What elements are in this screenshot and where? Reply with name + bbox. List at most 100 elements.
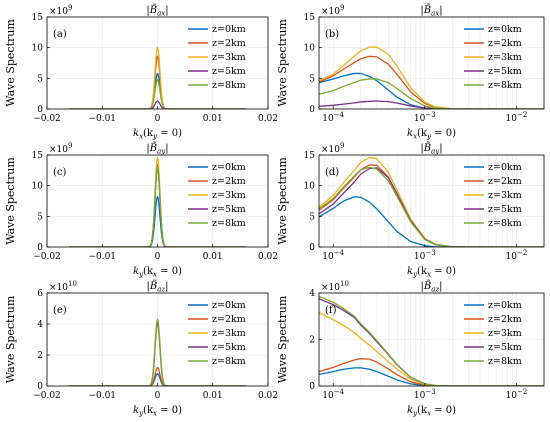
- legend-entry: z=0km: [212, 162, 246, 173]
- y-multiplier: ×109: [49, 4, 72, 17]
- x-axis-label-part: y: [138, 271, 144, 279]
- legend: z=0km z=2km z=3km z=5km z=8km: [464, 300, 522, 367]
- x-tick-base: 10: [506, 114, 518, 124]
- x-tick-label: −0.02: [33, 252, 61, 262]
- legend-entry: z=3km: [212, 328, 246, 339]
- y-multiplier: ×109: [321, 4, 344, 17]
- x-tick-label: 10−2: [506, 388, 528, 401]
- x-axis-label-part: = 0): [431, 405, 456, 416]
- x-tick-base: 10: [414, 391, 426, 401]
- x-axis-label: ky(kx = 0): [407, 266, 456, 279]
- legend-entry: z=8km: [488, 80, 522, 91]
- x-axis-label: ky(kx = 0): [133, 266, 182, 279]
- x-tick-label: 10−2: [506, 249, 528, 262]
- x-tick-base: 10: [414, 252, 426, 262]
- panel-label: (d): [325, 167, 339, 178]
- x-tick-label: 10−4: [322, 249, 344, 262]
- legend-entry: z=3km: [212, 52, 246, 63]
- legend-entry: z=5km: [212, 204, 246, 215]
- series-group: [319, 295, 544, 386]
- y-multiplier-exponent: 9: [340, 142, 344, 150]
- legend-entry: z=0km: [212, 24, 246, 35]
- panel-title-close: |: [439, 281, 442, 292]
- x-axis-label-part: (k: [417, 266, 428, 277]
- x-tick-label: 10−4: [322, 388, 344, 401]
- x-tick-label: 10−3: [414, 111, 436, 124]
- legend: z=0km z=2km z=3km z=5km z=8km: [188, 24, 246, 91]
- y-tick-label: 5: [37, 212, 43, 222]
- x-tick-label: −0.02: [33, 391, 61, 401]
- series-line-z=2km: [319, 55, 544, 109]
- y-tick-label: 2: [37, 351, 43, 361]
- panel-title: |B̃ay|: [146, 142, 168, 155]
- y-multiplier-exponent: 10: [68, 280, 77, 288]
- axes-box: [318, 154, 545, 248]
- panel-title-main: |B̃: [147, 280, 158, 292]
- x-tick-label: 0.02: [258, 252, 278, 262]
- legend-entry: z=5km: [488, 66, 522, 77]
- x-axis-label-part: y: [412, 271, 418, 279]
- legend-entry: z=2km: [212, 176, 246, 187]
- x-axis-label: kx(ky = 0): [133, 128, 182, 141]
- y-multiplier-base: ×10: [321, 145, 340, 155]
- x-tick-label: −0.01: [88, 252, 116, 262]
- panel-title-subscript: az: [157, 286, 165, 294]
- panel-title-main: |B̃: [420, 142, 431, 154]
- x-tick-label: 0.01: [203, 252, 223, 262]
- y-multiplier-exponent: 10: [340, 280, 349, 288]
- legend-entry: z=5km: [488, 342, 522, 353]
- y-tick-label: 4: [37, 320, 43, 330]
- panel-title-main: |B̃: [146, 142, 157, 154]
- x-axis-label-part: x: [153, 271, 157, 279]
- y-tick-label: 5: [309, 212, 315, 222]
- x-tick-exponent: −3: [425, 388, 435, 396]
- plot-area: [319, 17, 544, 109]
- x-axis-label-part: (k: [417, 405, 428, 416]
- y-tick-label: 15: [304, 13, 316, 23]
- panel-title-close: |: [165, 143, 168, 154]
- x-tick-exponent: −3: [425, 111, 435, 119]
- legend: z=0km z=2km z=3km z=5km z=8km: [464, 162, 522, 229]
- x-tick-label: 10−3: [414, 388, 436, 401]
- series-line-z=0km: [319, 72, 544, 109]
- panel-title-main: |B̃: [420, 4, 431, 16]
- x-tick-base: 10: [506, 252, 518, 262]
- y-axis-label: Wave Spectrum: [4, 295, 17, 383]
- x-axis-label-part: x: [153, 410, 157, 418]
- series-line-z=0km: [319, 196, 544, 247]
- series-line-z=3km: [319, 46, 544, 109]
- x-tick-exponent: −4: [334, 249, 345, 257]
- panel-label: (a): [53, 29, 67, 40]
- series-line-z=3km: [319, 156, 544, 247]
- y-multiplier-base: ×10: [49, 7, 68, 17]
- panel-title-subscript: az: [431, 286, 439, 294]
- x-axis-label-part: = 0): [157, 266, 182, 277]
- panel-title: |B̃az|: [421, 280, 443, 293]
- x-axis-label-part: (k: [143, 128, 154, 139]
- x-tick-label: 0: [155, 252, 161, 262]
- legend: z=0km z=2km z=3km z=5km z=8km: [464, 24, 522, 91]
- x-tick-exponent: −4: [334, 111, 345, 119]
- y-axis-label: Wave Spectrum: [276, 295, 289, 383]
- legend-entry: z=2km: [488, 38, 522, 49]
- series-line-z=8km: [319, 78, 544, 109]
- legend-entry: z=5km: [212, 66, 246, 77]
- series-line-z=8km: [319, 166, 544, 247]
- y-tick-label: 0: [309, 382, 315, 392]
- x-tick-label: 10−4: [322, 111, 344, 124]
- x-tick-exponent: −2: [517, 249, 527, 257]
- legend-entry: z=0km: [488, 300, 522, 311]
- legend-entry: z=8km: [212, 80, 246, 91]
- legend-entry: z=3km: [212, 190, 246, 201]
- panel-title: |B̃az|: [147, 280, 169, 293]
- y-multiplier: ×1010: [321, 280, 349, 293]
- panel-title-close: |: [439, 143, 442, 154]
- x-tick-label: 0.01: [203, 114, 223, 124]
- y-tick-label: 5: [37, 74, 43, 84]
- x-tick-exponent: −2: [517, 111, 527, 119]
- x-tick-label: 0: [155, 114, 161, 124]
- y-tick-label: 15: [32, 151, 44, 161]
- series-group: [319, 156, 544, 247]
